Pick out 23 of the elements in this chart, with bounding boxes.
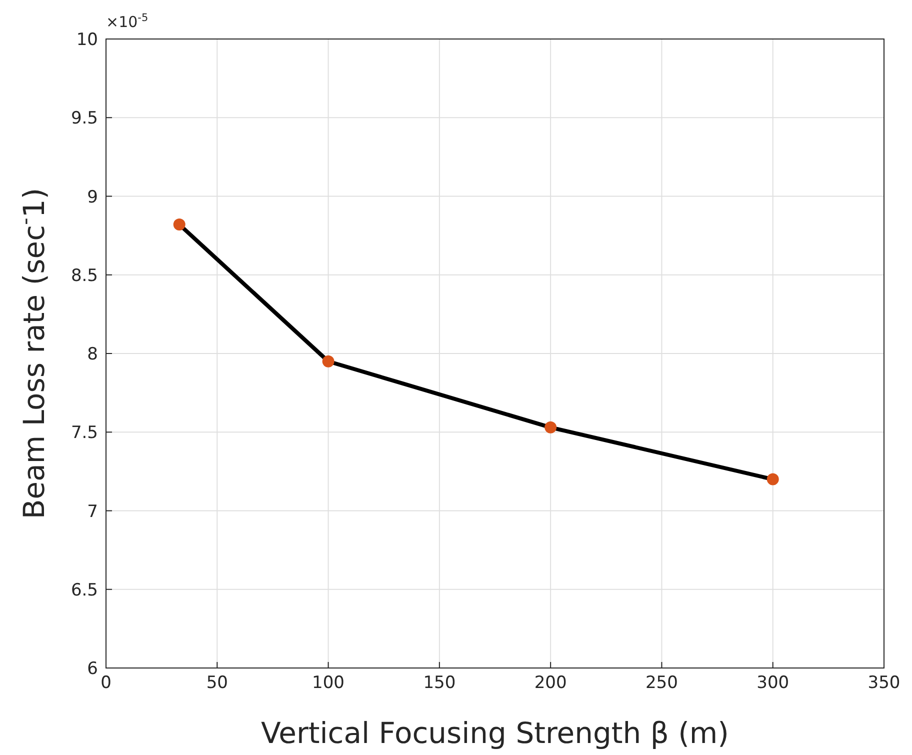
y-tick-label: 7.5 [70,423,98,444]
x-tick-label: 300 [756,673,790,693]
y-tick-label: 9.5 [70,108,98,129]
y-tick-label: 9 [87,187,98,208]
y-tick-label: 6.5 [70,580,98,600]
x-tick-label: 50 [206,673,228,693]
y-tick-label: 8.5 [70,266,98,286]
point [766,473,779,486]
y-tick-label: 10 [76,30,98,50]
point [322,355,334,368]
x-tick-label: 350 [868,673,900,693]
y-tick-label: 8 [87,344,98,364]
y-tick-label: 7 [87,502,98,522]
x-tick-label: 250 [645,673,678,693]
x-tick-label: 150 [423,673,456,693]
x-axis-title: Vertical Focusing Strength β (m) [261,716,729,750]
x-tick-label: 0 [100,673,112,693]
x-tick-label: 200 [534,673,567,693]
y-tick-label: 6 [87,659,98,679]
point [173,218,186,231]
text: ×10$^{-5}$ [106,12,148,31]
point [544,421,557,434]
x-tick-label: 100 [312,673,345,693]
